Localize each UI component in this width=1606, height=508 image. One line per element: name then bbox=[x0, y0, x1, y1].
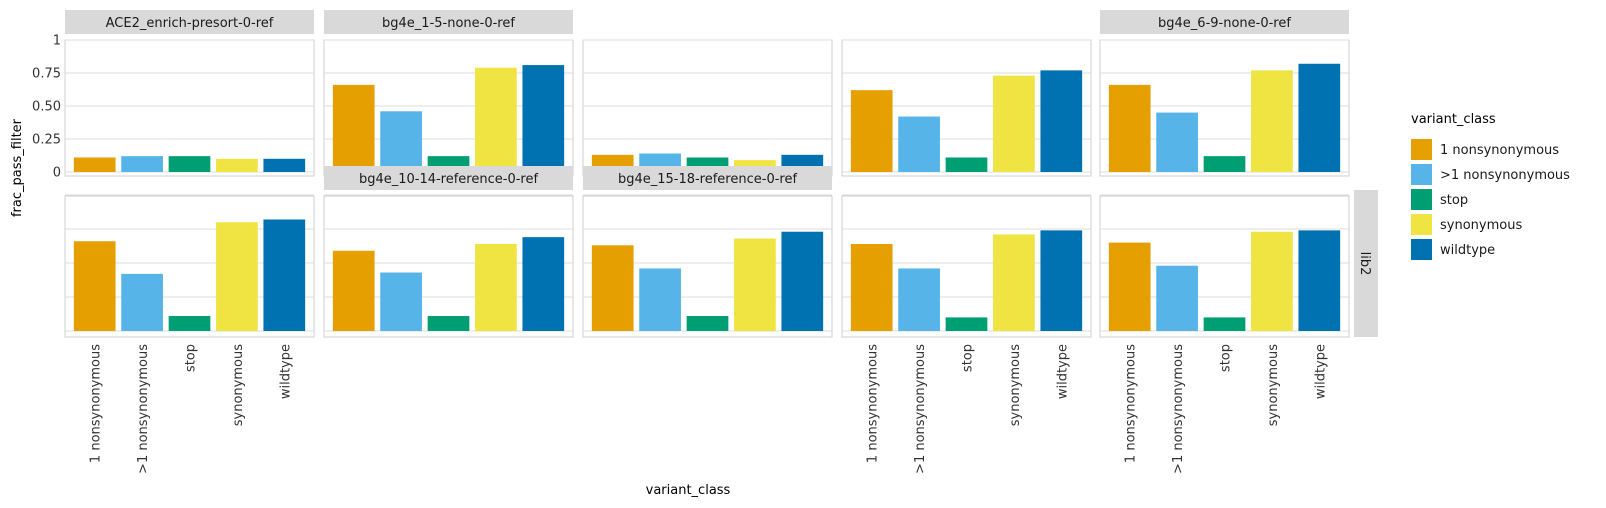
bar bbox=[380, 272, 422, 331]
x-tick-label: 1 nonsynonymous bbox=[1124, 344, 1139, 463]
facet-title: ACE2_enrich-presort-0-ref bbox=[106, 16, 274, 31]
bar bbox=[216, 222, 258, 331]
legend-swatch bbox=[1411, 239, 1432, 260]
x-tick-label: >1 nonsynonymous bbox=[1171, 344, 1186, 474]
x-tick-label: >1 nonsynonymous bbox=[913, 344, 928, 474]
facet-title: bg4e_6-9-none-0-ref bbox=[1158, 16, 1291, 31]
row-strip bbox=[1354, 190, 1378, 337]
x-tick-label: wildtype bbox=[278, 344, 293, 399]
bar bbox=[332, 250, 375, 331]
bar bbox=[1251, 231, 1293, 331]
bar bbox=[168, 156, 211, 172]
bar bbox=[263, 219, 306, 331]
legend-label: 1 nonsynonymous bbox=[1440, 143, 1559, 158]
bar bbox=[216, 158, 258, 172]
x-tick-label: wildtype bbox=[1055, 344, 1070, 399]
x-tick-label: 1 nonsynonymous bbox=[89, 344, 104, 463]
bar bbox=[263, 158, 306, 172]
facet-title: bg4e_15-18-reference-0-ref bbox=[618, 172, 798, 187]
y-tick-label: 0.25 bbox=[32, 133, 61, 148]
bar bbox=[1156, 265, 1198, 331]
x-tick-label: stop bbox=[184, 344, 199, 372]
row-strip-label: lib2 bbox=[1357, 252, 1372, 276]
legend-label: wildtype bbox=[1440, 243, 1495, 258]
bar bbox=[781, 231, 824, 331]
bar bbox=[734, 238, 776, 331]
x-tick-label: >1 nonsynonymous bbox=[136, 344, 151, 474]
legend-label: synonymous bbox=[1440, 218, 1522, 233]
bar bbox=[1298, 63, 1341, 173]
y-tick-label: 0.50 bbox=[32, 100, 61, 115]
facet-strip bbox=[65, 10, 314, 34]
bar bbox=[427, 316, 470, 331]
bar bbox=[475, 67, 517, 172]
bar bbox=[993, 234, 1035, 331]
bar bbox=[591, 245, 634, 331]
bar bbox=[898, 268, 940, 331]
bar bbox=[73, 157, 116, 172]
bar bbox=[522, 65, 565, 172]
bar bbox=[1040, 230, 1083, 331]
x-tick-label: synonymous bbox=[1266, 344, 1281, 426]
facet-strip bbox=[583, 166, 832, 190]
facet-title: bg4e_1-5-none-0-ref bbox=[382, 16, 515, 31]
legend-label: stop bbox=[1440, 193, 1468, 208]
x-tick-label: stop bbox=[961, 344, 976, 372]
legend-swatch bbox=[1411, 139, 1432, 160]
facet-strip bbox=[1100, 10, 1349, 34]
panel-background bbox=[64, 39, 315, 177]
bar bbox=[850, 90, 893, 172]
bar bbox=[1203, 156, 1246, 172]
bar bbox=[850, 243, 893, 331]
bar bbox=[475, 243, 517, 331]
x-axis-label: variant_class bbox=[646, 483, 731, 498]
bar bbox=[1040, 70, 1083, 172]
y-tick-label: 1 bbox=[53, 34, 61, 49]
bar bbox=[1203, 317, 1246, 331]
x-tick-label: synonymous bbox=[1008, 344, 1023, 426]
legend-swatch bbox=[1411, 214, 1432, 235]
legend-title: variant_class bbox=[1411, 112, 1496, 127]
bar bbox=[1298, 230, 1341, 331]
bar bbox=[168, 316, 211, 331]
bar bbox=[121, 273, 163, 331]
bar bbox=[1156, 112, 1198, 172]
x-tick-label: stop bbox=[1219, 344, 1234, 372]
bar bbox=[73, 241, 116, 331]
y-tick-label: 0 bbox=[53, 166, 61, 181]
facet-strip bbox=[324, 10, 573, 34]
bar bbox=[686, 316, 729, 331]
x-tick-label: synonymous bbox=[231, 344, 246, 426]
legend-label: >1 nonsynonymous bbox=[1440, 168, 1570, 183]
bar bbox=[1108, 242, 1151, 331]
legend-swatch bbox=[1411, 164, 1432, 185]
bar bbox=[945, 157, 988, 172]
bar bbox=[639, 268, 681, 331]
legend-swatch bbox=[1411, 189, 1432, 210]
bar bbox=[1108, 84, 1151, 172]
x-tick-label: 1 nonsynonymous bbox=[866, 344, 881, 463]
y-tick-label: 0.75 bbox=[32, 67, 61, 82]
bar bbox=[945, 317, 988, 331]
bar bbox=[121, 156, 163, 172]
facet-title: bg4e_10-14-reference-0-ref bbox=[359, 172, 539, 187]
x-tick-label: wildtype bbox=[1313, 344, 1328, 399]
bar bbox=[522, 237, 565, 331]
bar bbox=[380, 111, 422, 172]
facet-strip bbox=[324, 166, 573, 190]
bar bbox=[898, 116, 940, 172]
bar bbox=[1251, 70, 1293, 172]
y-axis-label: frac_pass_filter bbox=[10, 118, 25, 217]
bar bbox=[993, 75, 1035, 172]
bar bbox=[332, 84, 375, 172]
